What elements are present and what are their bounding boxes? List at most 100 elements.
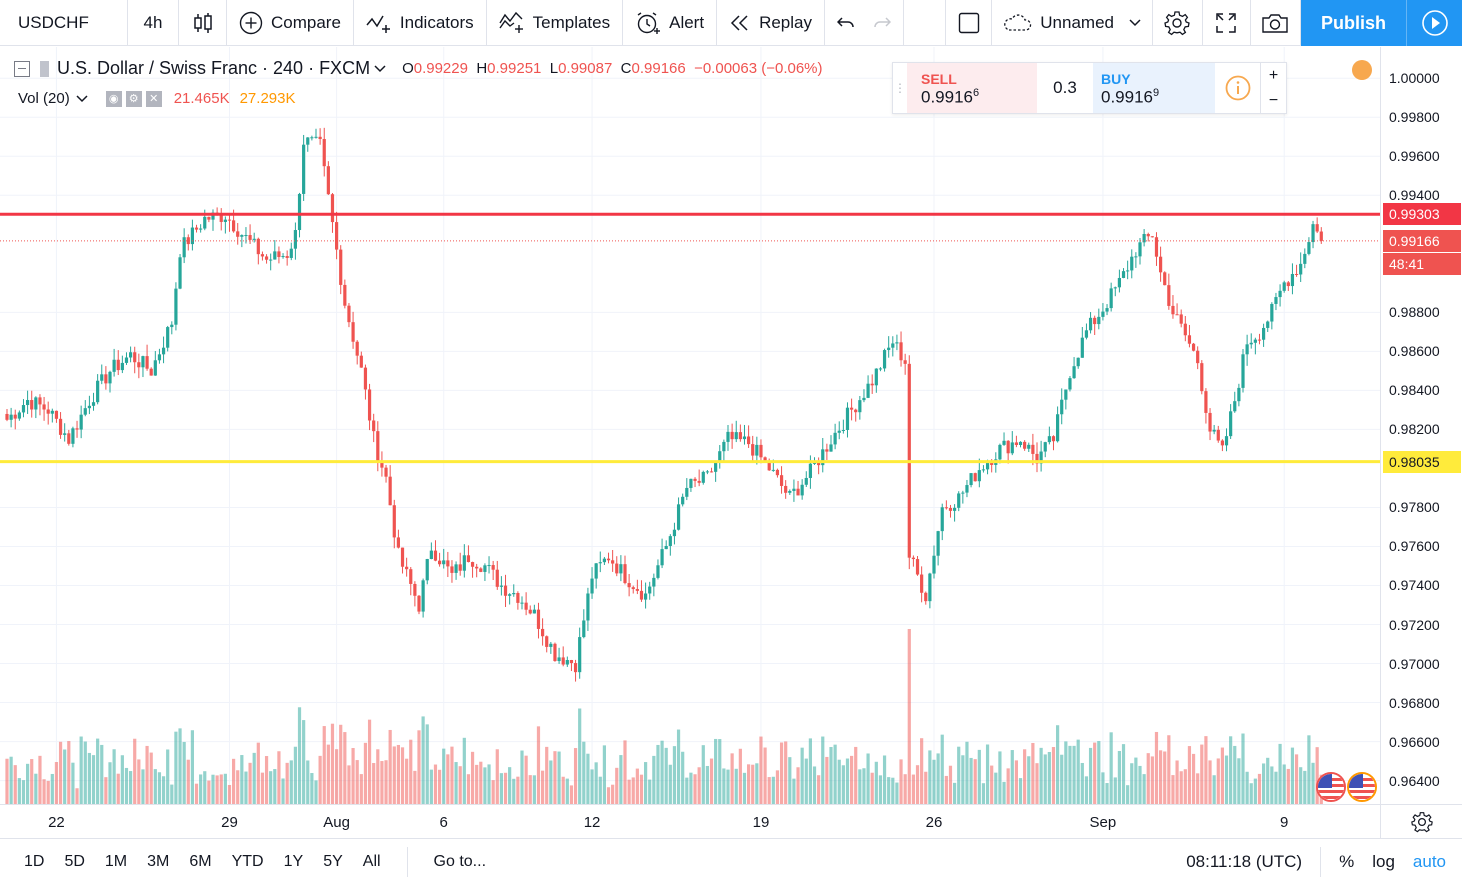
layout-button[interactable] bbox=[945, 0, 991, 46]
snapshot-button[interactable] bbox=[1251, 0, 1301, 46]
candle-body bbox=[50, 410, 54, 414]
log-scale-toggle[interactable]: log bbox=[1372, 851, 1395, 871]
candle-body bbox=[46, 409, 50, 414]
candle-body bbox=[697, 480, 701, 483]
templates-button[interactable]: Templates bbox=[487, 0, 624, 46]
drag-handle-icon[interactable]: ⋮ bbox=[894, 81, 906, 95]
plus-icon[interactable]: + bbox=[1268, 66, 1279, 84]
range-button-5d[interactable]: 5D bbox=[64, 852, 85, 870]
range-button-ytd[interactable]: YTD bbox=[231, 852, 264, 870]
volume-bar bbox=[1159, 750, 1163, 804]
range-button-1y[interactable]: 1Y bbox=[283, 852, 304, 870]
candle-body bbox=[742, 436, 747, 440]
volume-bar bbox=[372, 763, 376, 804]
open-key: O bbox=[402, 60, 414, 77]
goto-date-button[interactable]: Go to... bbox=[406, 846, 486, 877]
volume-bar bbox=[981, 783, 986, 804]
volume-bar bbox=[829, 747, 833, 804]
range-button-6m[interactable]: 6M bbox=[189, 852, 212, 870]
auto-scale-toggle[interactable]: auto bbox=[1412, 851, 1446, 871]
candle-body bbox=[359, 355, 363, 368]
compare-button[interactable]: Compare bbox=[227, 0, 354, 46]
volume-bar bbox=[1249, 783, 1253, 804]
collapse-legend-icon[interactable] bbox=[14, 60, 30, 77]
candle-body bbox=[232, 220, 236, 232]
candle-body bbox=[1257, 339, 1262, 341]
candle-body bbox=[516, 593, 520, 603]
range-button-1m[interactable]: 1M bbox=[104, 852, 128, 870]
buy-button[interactable]: BUY 0.99169 bbox=[1093, 63, 1215, 113]
notification-dot-icon[interactable] bbox=[1352, 60, 1372, 80]
chart-pane[interactable] bbox=[0, 47, 1380, 804]
range-button-3m[interactable]: 3M bbox=[147, 852, 170, 870]
volume-bar bbox=[104, 777, 108, 804]
date-range-group: 1D 5D 1M 3M 6M YTD 1Y 5Y All bbox=[0, 853, 381, 871]
candle-body bbox=[1146, 233, 1150, 237]
volume-bar bbox=[944, 775, 948, 804]
candle-body bbox=[1068, 378, 1072, 390]
volume-title[interactable]: Vol (20) bbox=[18, 90, 70, 107]
symbol-search[interactable]: USDCHF bbox=[0, 0, 128, 46]
candle-body bbox=[1175, 314, 1179, 316]
chart-settings-button[interactable] bbox=[1380, 804, 1462, 838]
volume-bar bbox=[1294, 754, 1299, 804]
us-flag-icon[interactable] bbox=[1347, 772, 1377, 802]
indicators-icon bbox=[366, 15, 390, 33]
volume-bar bbox=[1105, 783, 1109, 804]
us-flag-icon[interactable] bbox=[1316, 772, 1346, 802]
range-button-1d[interactable]: 1D bbox=[24, 852, 45, 870]
chevron-down-icon[interactable] bbox=[374, 64, 386, 73]
layout-name-button[interactable]: Unnamed bbox=[991, 0, 1153, 46]
volume-bar bbox=[479, 761, 483, 804]
close-icon[interactable]: ✕ bbox=[145, 90, 162, 107]
chevron-down-icon[interactable] bbox=[76, 94, 88, 103]
price-chart[interactable] bbox=[0, 47, 1380, 804]
candle-body bbox=[854, 409, 858, 413]
sell-button[interactable]: SELL 0.99166 bbox=[907, 63, 1037, 113]
candle-body bbox=[79, 414, 83, 430]
time-axis[interactable]: 22 29 Aug 6 12 19 26 Sep 9 bbox=[0, 804, 1380, 838]
volume-bar bbox=[475, 764, 479, 804]
sell-label: SELL bbox=[921, 71, 957, 87]
alert-button[interactable]: Alert bbox=[623, 0, 718, 46]
candle-body bbox=[466, 555, 471, 563]
undo-icon[interactable] bbox=[837, 15, 855, 31]
fullscreen-button[interactable] bbox=[1203, 0, 1251, 46]
utc-clock[interactable]: 08:11:18 (UTC) bbox=[1186, 846, 1322, 877]
range-button-all[interactable]: All bbox=[362, 852, 381, 870]
publish-menu-button[interactable] bbox=[1407, 0, 1462, 46]
volume-bar bbox=[1179, 771, 1183, 804]
candle-body bbox=[685, 487, 689, 497]
settings-button[interactable] bbox=[1153, 0, 1203, 46]
candle-body bbox=[289, 248, 293, 258]
volume-bar bbox=[676, 729, 681, 804]
candle-body bbox=[957, 493, 961, 508]
replay-button[interactable]: Replay bbox=[717, 0, 825, 46]
publish-button[interactable]: Publish bbox=[1300, 0, 1407, 46]
candle-body bbox=[920, 574, 924, 593]
volume-bar bbox=[1315, 747, 1319, 804]
indicators-button[interactable]: Indicators bbox=[354, 0, 487, 46]
info-button[interactable] bbox=[1215, 63, 1260, 113]
settings-icon[interactable]: ⚙ bbox=[125, 90, 142, 107]
series-title[interactable]: U.S. Dollar / Swiss Franc · 240 · FXCM bbox=[57, 58, 371, 78]
minus-icon[interactable]: − bbox=[1268, 91, 1279, 109]
volume-bar bbox=[1039, 747, 1043, 804]
candle-body bbox=[1171, 305, 1175, 315]
candle-body bbox=[236, 231, 240, 237]
ohlc-values: O0.99229 H0.99251 L0.99087 C0.99166 −0.0… bbox=[402, 60, 822, 77]
candle-body bbox=[714, 462, 718, 472]
interval-button[interactable]: 4h bbox=[128, 0, 179, 46]
volume-bar bbox=[392, 746, 396, 804]
redo-icon[interactable] bbox=[873, 15, 891, 31]
volume-bar bbox=[644, 762, 648, 804]
price-axis[interactable]: 1.00000 0.99800 0.99600 0.99400 0.98800 0.986… bbox=[1380, 47, 1462, 837]
volume-bar bbox=[965, 741, 969, 804]
volume-bar bbox=[957, 746, 961, 804]
bar-countdown-label: 48:41 bbox=[1383, 252, 1461, 275]
volume-bar bbox=[697, 767, 701, 804]
range-button-5y[interactable]: 5Y bbox=[323, 852, 343, 870]
chart-type-button[interactable] bbox=[179, 0, 227, 46]
percent-scale-toggle[interactable]: % bbox=[1339, 851, 1355, 871]
eye-icon[interactable]: ◉ bbox=[105, 90, 122, 107]
